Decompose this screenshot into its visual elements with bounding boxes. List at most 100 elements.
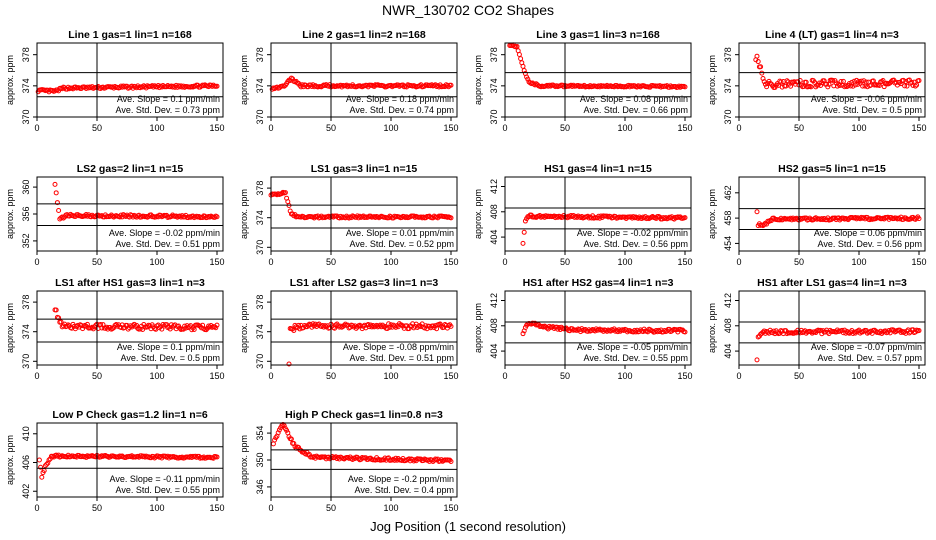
data-point [904,83,910,89]
data-point [860,83,866,89]
data-point [214,83,220,89]
data-point [214,322,220,328]
x-tick-label: 50 [794,371,804,381]
panel: LS2 gas=2 lin=1 n=15 approx. ppm 0 50 100 150… [5,163,225,267]
data-point [288,436,294,442]
data-point [284,427,290,433]
panel: Line 3 gas=1 lin=3 n=168 approx. ppm 0 50 10… [473,29,693,133]
data-point [755,59,761,65]
data-point [281,83,287,89]
data-point [447,457,453,463]
data-point [520,63,526,69]
data-point [906,330,912,336]
panel-title: LS1 after LS2 gas=3 lin=1 n=3 [290,277,439,289]
data-point [825,84,831,90]
plot-frame [270,290,458,366]
x-tick-label: 0 [502,371,507,381]
slope-annotation: Ave. Slope = 0.08 ppm/min [580,94,688,104]
panel-title: HS1 after HS2 gas=4 lin=1 n=3 [523,277,674,289]
data-point [516,51,522,57]
slope-annotation: Ave. Slope = 0.06 ppm/min [814,228,922,238]
y-tick-label: 378 [255,295,265,310]
plot-frame [504,42,692,118]
figure-title: NWR_130702 CO2 Shapes [382,2,554,18]
panel-ylabel: approx. ppm [239,189,249,239]
x-tick-label: 150 [443,503,458,513]
x-tick-label: 150 [911,371,926,381]
data-point [812,79,818,85]
panel-ylabel: approx. ppm [707,55,717,105]
x-tick-label: 150 [677,371,692,381]
data-point [909,79,915,85]
data-point [830,77,836,83]
slope-annotation: Ave. Slope = -0.2 ppm/min [348,474,454,484]
x-tick-label: 50 [92,123,102,133]
x-tick-label: 100 [617,123,632,133]
panel: LS1 after LS2 gas=3 lin=1 n=3 approx. ppm… [239,277,459,381]
data-point [39,474,45,480]
data-point [521,229,527,235]
y-tick-label: 378 [21,47,31,62]
x-tick-label: 150 [209,123,224,133]
x-tick-label: 50 [794,123,804,133]
x-tick-label: 150 [209,257,224,267]
y-tick-label: 370 [255,240,265,255]
y-tick-label: 370 [21,354,31,369]
y-tick-label: 406 [21,455,31,470]
data-point [137,326,143,332]
slope-annotation: Ave. Slope = 0.1 ppm/min [117,94,220,104]
panel-ylabel: approx. ppm [5,189,15,239]
plot-frame [36,42,224,118]
data-point [803,79,809,85]
x-tick-label: 50 [794,257,804,267]
data-point [879,79,885,85]
y-tick-label: 404 [723,344,733,359]
panel-title: HS1 after LS1 gas=4 lin=1 n=3 [757,277,907,289]
panel: HS1 after LS1 gas=4 lin=1 n=3 approx. ppm… [707,277,927,381]
y-tick-label: 462 [723,185,733,200]
data-point [916,328,922,334]
data-point [448,215,454,221]
data-point [214,214,220,220]
panel-ylabel: approx. ppm [5,303,15,353]
data-point [80,326,86,332]
x-tick-label: 150 [209,503,224,513]
data-point [899,328,905,334]
x-tick-label: 100 [149,257,164,267]
plot-frame [36,422,224,498]
panel: HS1 gas=4 lin=1 n=15 approx. ppm 0 50 100 150… [473,163,693,267]
y-tick-label: 378 [21,295,31,310]
panel: HS1 after HS2 gas=4 lin=1 n=3 approx. ppm… [473,277,693,381]
x-tick-label: 0 [34,371,39,381]
data-point [275,430,281,436]
data-point [852,82,858,88]
data-point [816,80,822,86]
data-point [448,323,454,329]
stddev-annotation: Ave. Std. Dev. = 0.66 ppm [584,105,688,115]
data-point [797,78,803,84]
data-point [322,323,328,329]
y-tick-label: 408 [489,204,499,219]
y-tick-label: 378 [489,47,499,62]
plot-frame [738,42,926,118]
x-tick-label: 50 [560,371,570,381]
stddev-annotation: Ave. Std. Dev. = 0.55 ppm [584,353,688,363]
y-tick-label: 404 [489,230,499,245]
x-tick-label: 0 [502,123,507,133]
x-tick-label: 150 [677,257,692,267]
data-point [53,190,59,196]
panel-ylabel: approx. ppm [707,303,717,353]
x-tick-label: 50 [92,503,102,513]
data-point [285,78,291,84]
plot-frame [36,290,224,366]
data-point [522,218,528,224]
x-tick-label: 0 [736,257,741,267]
panel: LS1 after HS1 gas=3 lin=1 n=3 approx. ppm… [5,277,225,381]
panel: Line 1 gas=1 lin=1 n=168 approx. ppm 0 50 10… [5,29,225,133]
data-point [279,423,285,429]
panel: LS1 gas=3 lin=1 n=15 approx. ppm 0 50 100 150… [239,163,459,267]
data-point [887,330,893,336]
x-tick-label: 150 [911,257,926,267]
data-point [858,78,864,84]
data-point [842,327,848,333]
